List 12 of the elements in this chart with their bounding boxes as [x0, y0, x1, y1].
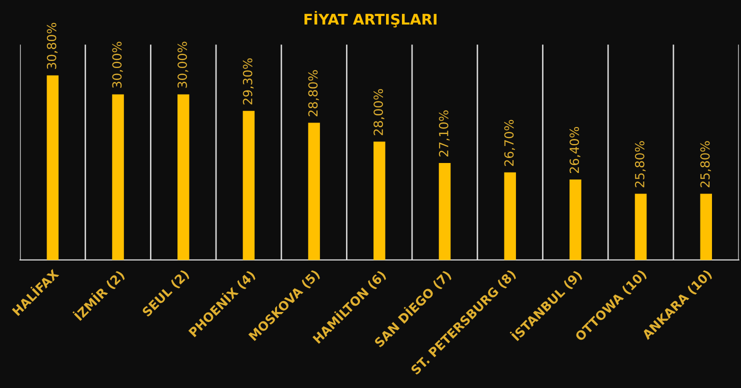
- data-label: 30,00%: [112, 42, 123, 88]
- data-label: 25,80%: [700, 141, 712, 188]
- data-label: 26,70%: [504, 120, 515, 166]
- data-label: 27,10%: [438, 110, 450, 156]
- data-label: 30,00%: [178, 42, 188, 88]
- data-label: 26,40%: [570, 126, 580, 174]
- data-label: 28,80%: [308, 70, 319, 116]
- data-label: 25,80%: [634, 141, 646, 188]
- data-label: 30,80%: [46, 22, 58, 69]
- data-label: 29,30%: [242, 58, 254, 104]
- chart-title: FİYAT ARTIŞLARI: [304, 11, 437, 28]
- data-label: 28,00%: [374, 89, 384, 136]
